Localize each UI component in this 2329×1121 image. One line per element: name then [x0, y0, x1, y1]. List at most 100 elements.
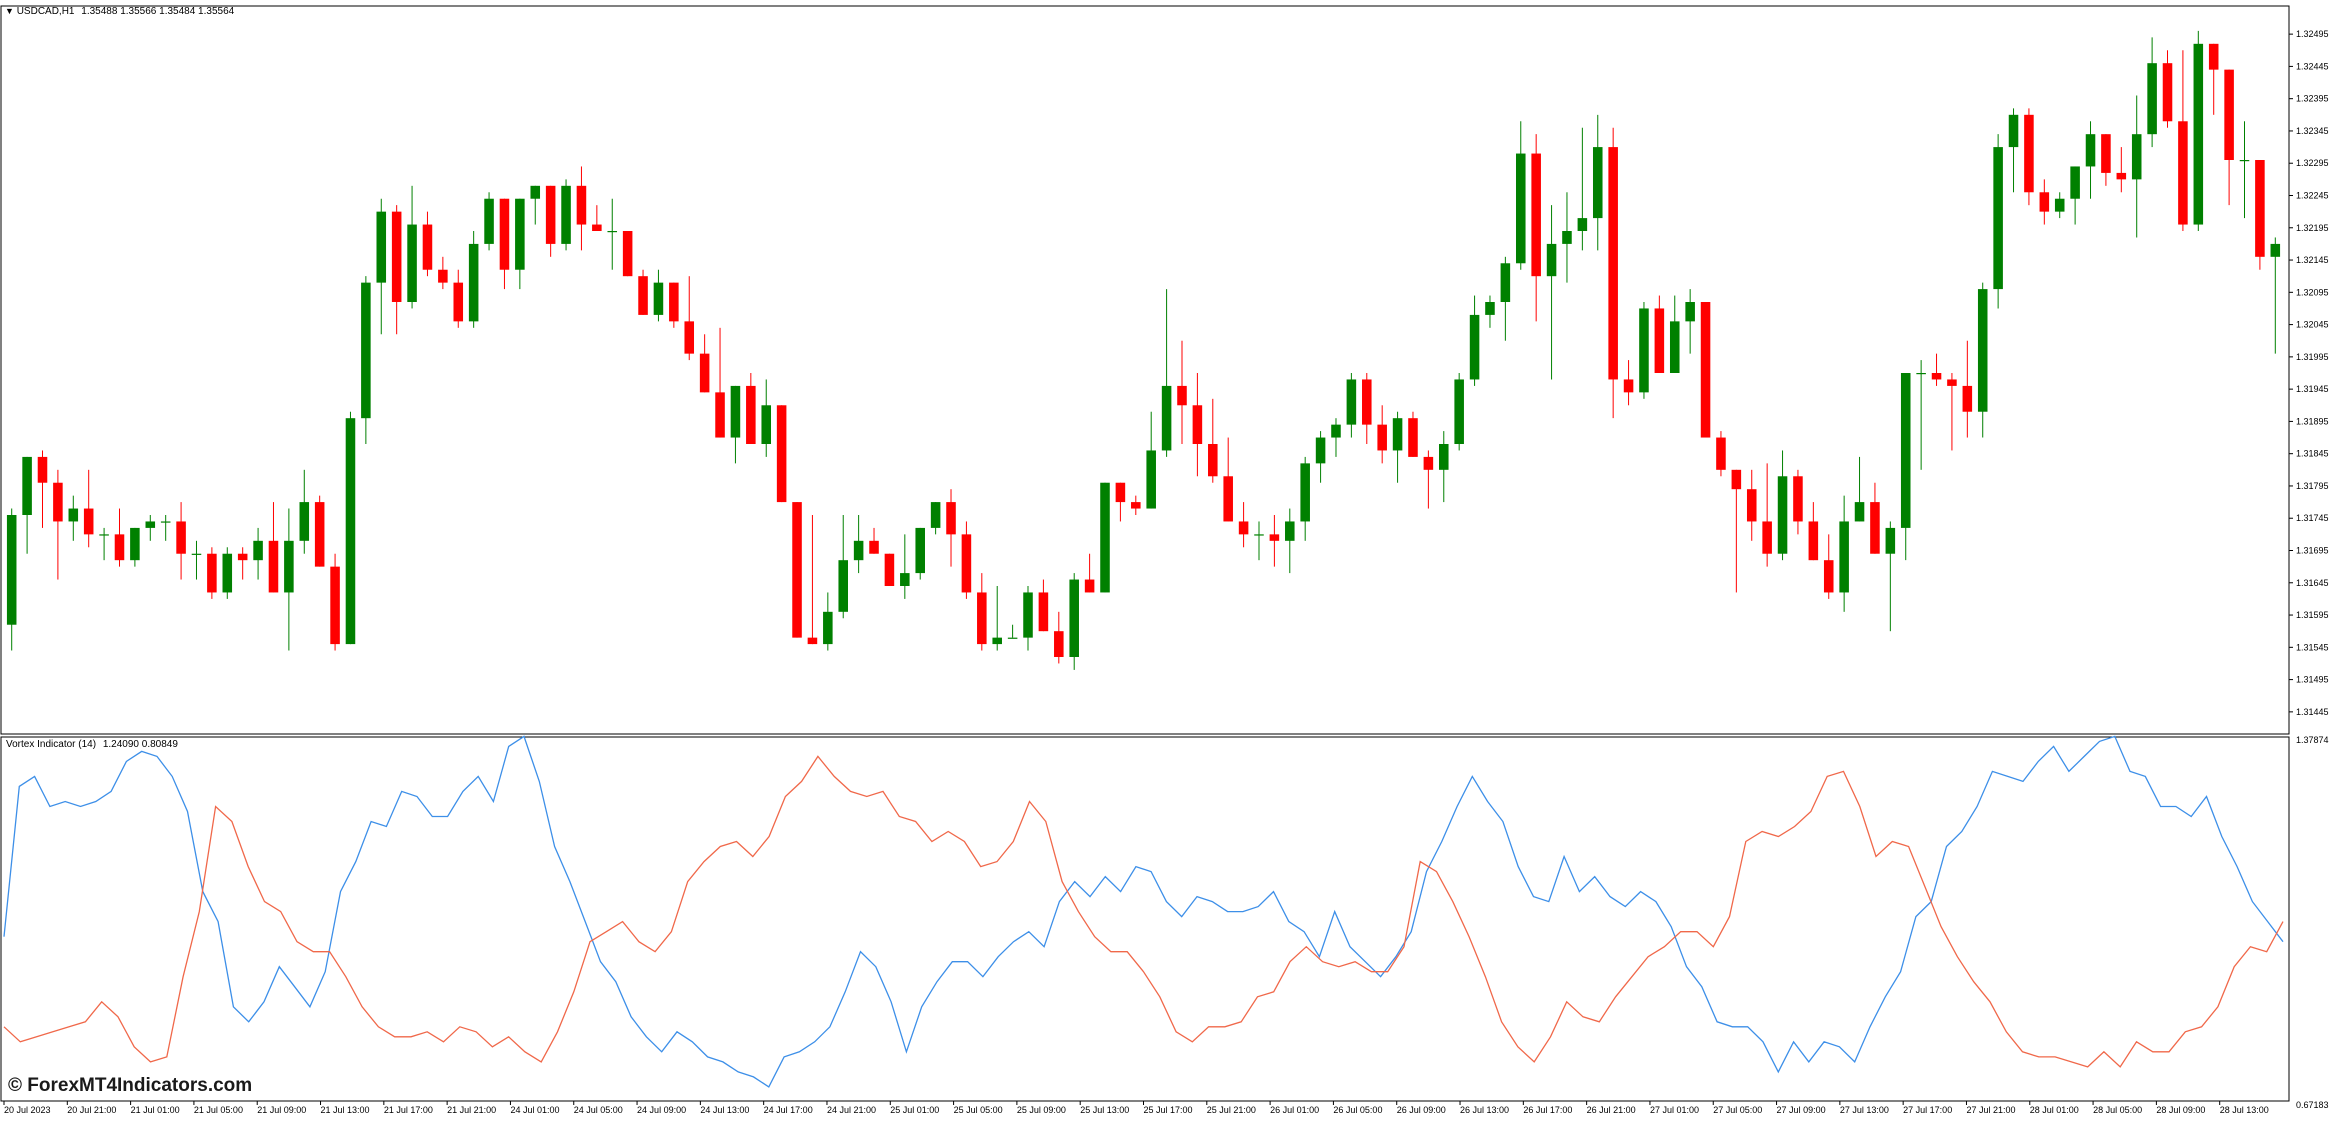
- candle-body: [1131, 502, 1141, 509]
- time-tick-label: 27 Jul 01:00: [1650, 1105, 1699, 1115]
- candle-body: [1515, 153, 1526, 264]
- candle-body: [1161, 385, 1172, 451]
- candle-body: [1500, 263, 1511, 302]
- candle-body: [1731, 469, 1742, 490]
- candle-body: [977, 592, 987, 645]
- candle-body: [1777, 476, 1788, 554]
- time-tick-label: 21 Jul 21:00: [447, 1105, 496, 1115]
- time-tick-label: 27 Jul 13:00: [1840, 1105, 1889, 1115]
- candle-body: [207, 553, 217, 593]
- candle-body: [884, 553, 895, 586]
- candle-body: [345, 418, 356, 645]
- price-tick-label: 1.31895: [2296, 416, 2329, 426]
- time-tick-label: 21 Jul 05:00: [194, 1105, 243, 1115]
- price-tick-label: 1.31545: [2296, 642, 2329, 652]
- candle-body: [1346, 379, 1357, 425]
- candle-body: [946, 502, 956, 535]
- candle-body: [1254, 534, 1264, 536]
- candle-body: [1808, 521, 1819, 561]
- candle-body: [2255, 160, 2265, 257]
- time-tick-label: 24 Jul 17:00: [764, 1105, 813, 1115]
- candle-body: [391, 211, 402, 302]
- candle-body: [191, 553, 202, 555]
- price-tick-label: 1.32295: [2296, 158, 2329, 168]
- candle-body: [1208, 444, 1218, 477]
- price-tick-label: 1.32195: [2296, 223, 2329, 233]
- candle-body: [6, 515, 17, 625]
- candle-body: [1654, 308, 1665, 373]
- candle-body: [1054, 631, 1064, 657]
- candle-body: [761, 405, 772, 444]
- candle-body: [1023, 592, 1033, 638]
- candle-body: [823, 611, 833, 645]
- candle-body: [1439, 444, 1449, 470]
- price-tick-label: 1.32045: [2296, 320, 2329, 330]
- candle-body: [176, 521, 186, 554]
- candle-body: [376, 211, 387, 283]
- time-tick-label: 24 Jul 09:00: [637, 1105, 686, 1115]
- price-tick-label: 1.32145: [2296, 255, 2329, 265]
- candle-body: [730, 385, 741, 438]
- price-tick-label: 1.31795: [2296, 481, 2329, 491]
- candle-body: [268, 540, 279, 593]
- candle-body: [22, 456, 32, 515]
- candle-body: [1392, 418, 1403, 451]
- time-tick-label: 20 Jul 2023: [4, 1105, 51, 1115]
- indicator-axis: 1.37874 0.67183: [2296, 735, 2329, 1110]
- candle-body: [1746, 489, 1757, 522]
- candle-body: [1977, 289, 1988, 412]
- time-tick-label: 27 Jul 05:00: [1713, 1105, 1762, 1115]
- time-tick-label: 21 Jul 17:00: [384, 1105, 433, 1115]
- candle-body: [1300, 463, 1310, 522]
- candle-body: [1639, 308, 1649, 393]
- candle-body: [2085, 134, 2096, 167]
- candle-body: [1269, 534, 1280, 541]
- time-tick-label: 26 Jul 01:00: [1270, 1105, 1319, 1115]
- price-tick-label: 1.31745: [2296, 513, 2329, 523]
- candle-body: [1177, 385, 1187, 406]
- candle-body: [1238, 521, 1249, 535]
- copyright-icon: ©: [8, 1075, 22, 1096]
- candle-body: [545, 185, 556, 244]
- price-tick-label: 1.31995: [2296, 352, 2329, 362]
- time-axis: 20 Jul 2023 20 Jul 21:00 21 Jul 01:00 21 Ju…: [3, 1101, 2269, 1115]
- candle-body: [253, 540, 263, 561]
- candle-body: [2008, 114, 2019, 148]
- vortex-series: [3, 735, 2284, 1088]
- time-tick-label: 24 Jul 05:00: [574, 1105, 623, 1115]
- time-tick-label: 21 Jul 09:00: [257, 1105, 306, 1115]
- candle-body: [1454, 379, 1464, 444]
- candle-body: [1115, 482, 1126, 503]
- candle-body: [1485, 302, 1495, 315]
- price-tick-label: 1.32395: [2296, 94, 2329, 104]
- time-tick-label: 27 Jul 21:00: [1966, 1105, 2015, 1115]
- candle-body: [900, 573, 910, 586]
- candle-body: [361, 282, 371, 419]
- candle-body: [992, 637, 1002, 645]
- candle-body: [1592, 147, 1603, 219]
- candle-body: [114, 534, 125, 561]
- candle-body: [1069, 579, 1079, 657]
- time-tick-label: 24 Jul 21:00: [827, 1105, 876, 1115]
- price-panel-frame: [0, 5, 2290, 735]
- price-tick-label: 1.31595: [2296, 610, 2329, 620]
- candlestick-series: [6, 30, 2281, 670]
- candle-body: [330, 566, 340, 645]
- candle-body: [1762, 521, 1772, 554]
- time-tick-label: 26 Jul 21:00: [1587, 1105, 1636, 1115]
- candle-body: [530, 185, 541, 199]
- candle-body: [1993, 147, 2003, 290]
- candle-body: [607, 231, 618, 233]
- candle-body: [930, 502, 941, 528]
- time-tick-label: 25 Jul 21:00: [1207, 1105, 1256, 1115]
- candle-body: [2116, 172, 2127, 180]
- indicator-tick-label: 0.67183: [2296, 1100, 2329, 1110]
- triangle-down-icon[interactable]: ▼: [5, 6, 14, 16]
- indicator-values-label: 1.24090 0.80849: [102, 739, 178, 750]
- candle-body: [1700, 302, 1711, 438]
- time-tick-label: 25 Jul 09:00: [1017, 1105, 1066, 1115]
- time-tick-label: 24 Jul 01:00: [510, 1105, 559, 1115]
- watermark: © ForexMT4Indicators.com: [8, 1075, 252, 1097]
